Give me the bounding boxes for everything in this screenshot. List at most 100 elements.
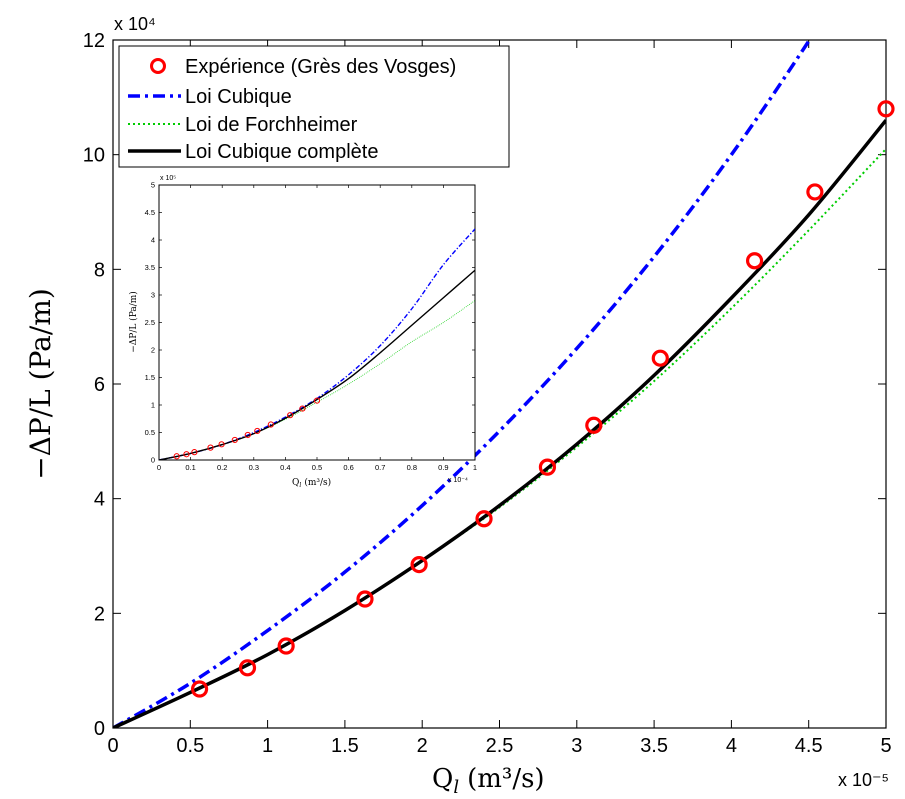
inset-y-tick: 4 (151, 236, 475, 245)
inset-y-tick-label: 3.5 (145, 263, 155, 272)
main-y-tick-label: 2 (94, 603, 105, 625)
legend-label-experience: Expérience (Grès des Vosges) (185, 56, 456, 78)
inset-x-tick: 0.5 (312, 185, 322, 472)
inset-data-point (287, 412, 294, 419)
inset-x-tick-label: 0.9 (438, 463, 448, 472)
inset-x-tick-label: 0.1 (185, 463, 195, 472)
inset-x-tick: 0.4 (280, 185, 291, 472)
main-y-tick-label: 12 (83, 30, 105, 52)
main-x-tick: 3.5 (640, 40, 668, 757)
inset-y-label: −ΔP/L (Pa/m) (128, 291, 139, 353)
main-x-label-sub: l (453, 777, 459, 798)
inset-y-tick-label: 3 (151, 291, 155, 300)
main-y-tick-label: 10 (83, 145, 105, 167)
inset-series-dotted-line (159, 300, 475, 460)
inset-y-tick: 3.5 (145, 263, 475, 272)
main-x-label: Ql (m³/s) (432, 764, 545, 798)
main-y-tick-label: 8 (94, 259, 105, 281)
main-data-point (877, 100, 895, 118)
inset-x-label-sub: l (299, 482, 301, 489)
inset-x-multiplier: x 10⁻⁴ (448, 477, 468, 484)
inset-x-tick-label: 0.5 (312, 463, 322, 472)
main-y-tick: 12 (83, 30, 886, 52)
inset-y-tick-label: 4 (151, 236, 155, 245)
main-y-tick-label: 0 (94, 718, 105, 740)
inset-data-point (207, 444, 214, 451)
main-x-tick-label: 3.5 (640, 735, 668, 757)
legend-label-forchheimer: Loi de Forchheimer (185, 114, 358, 136)
inset-y-tick: 0.5 (145, 428, 475, 437)
inset-x-label: Ql (m³/s) (292, 477, 331, 489)
inset-y-tick-label: 0.5 (145, 428, 155, 437)
inset-x-tick-label: 0.2 (217, 463, 227, 472)
inset-data-point (218, 441, 225, 448)
legend: Expérience (Grès des Vosges) Loi Cubique… (118, 45, 510, 168)
legend-label-complete: Loi Cubique complète (185, 141, 378, 163)
main-x-tick-label: 2.5 (486, 735, 514, 757)
main-y-tick: 6 (94, 374, 886, 396)
main-x-label-q: Q (432, 764, 453, 794)
inset-data-point (254, 427, 261, 435)
legend-item-complete: Loi Cubique complète (128, 141, 378, 163)
main-x-tick-label: 1 (262, 735, 273, 757)
inset-y-tick: 1 (151, 401, 475, 410)
main-data-point (356, 590, 374, 608)
inset-chart: 0 0.1 0.2 0.3 0.4 0.5 0.6 0.7 0.8 0.9 1 0 0.5 1 1.5 2 2.… (128, 175, 477, 489)
inset-x-tick-label: 0.3 (249, 463, 259, 472)
legend-box (118, 45, 510, 168)
inset-x-tick: 1 (473, 185, 477, 472)
inset-data-point (231, 436, 238, 444)
inset-x-tick: 0.2 (217, 185, 227, 472)
inset-x-tick: 0.3 (249, 185, 259, 472)
main-data-point (475, 510, 493, 528)
legend-item-experience: Expérience (Grès des Vosges) (150, 56, 456, 78)
main-x-tick-label: 4 (726, 735, 737, 757)
main-x-label-unit: (m³/s) (467, 764, 544, 794)
main-x-tick: 4 (726, 40, 737, 757)
inset-y-tick: 2 (151, 346, 475, 355)
main-y-tick: 4 (94, 489, 886, 511)
main-x-tick-label: 1.5 (331, 735, 359, 757)
inset-data-point (173, 453, 180, 460)
inset-x-tick-label: 0 (157, 463, 161, 472)
inset-y-tick-label: 1.5 (145, 373, 155, 382)
inset-x-tick: 0.6 (343, 185, 354, 472)
main-x-tick-label: 3 (571, 735, 582, 757)
inset-x-tick: 0.8 (407, 185, 417, 472)
inset-x-tick: 0.9 (438, 185, 449, 472)
main-data-point (651, 349, 669, 367)
main-y-label: −ΔP/L (Pa/m) (24, 288, 57, 480)
main-data-point (538, 458, 557, 476)
legend-item-forchheimer: Loi de Forchheimer (128, 114, 358, 136)
inset-y-tick: 4.5 (145, 208, 475, 217)
inset-data-point (244, 431, 251, 439)
inset-x-tick: 0.1 (185, 185, 196, 472)
main-data-point (585, 416, 603, 434)
inset-x-tick-label: 0.8 (407, 463, 417, 472)
inset-data-point (267, 421, 274, 428)
main-y-multiplier: x 10⁴ (114, 14, 156, 34)
main-y-tick-label: 6 (94, 374, 105, 396)
inset-data-point (191, 449, 198, 456)
inset-y-tick-label: 5 (151, 181, 155, 190)
inset-y-tick: 3 (151, 291, 475, 300)
main-data-point (190, 680, 209, 698)
inset-x-label-q: Q (292, 478, 299, 488)
main-x-tick: 4.5 (795, 40, 823, 757)
main-x-tick: 5 (880, 40, 892, 757)
inset-x-tick-label: 0.4 (280, 463, 290, 472)
main-x-tick-label: 2 (417, 735, 428, 757)
inset-series (159, 228, 475, 460)
main-data-point (745, 252, 764, 270)
inset-y-tick: 1.5 (145, 373, 475, 382)
main-series (113, 40, 895, 728)
main-y-tick-label: 4 (94, 489, 105, 511)
inset-x-label-unit: (m³/s) (304, 477, 331, 488)
main-data-point (238, 659, 257, 677)
inset-y-multiplier: x 10⁵ (160, 175, 176, 182)
main-data-point (806, 183, 824, 201)
inset-ticks: 0 0.1 0.2 0.3 0.4 0.5 0.6 0.7 0.8 0.9 1 0 0.5 1 1.5 2 2.… (145, 181, 478, 472)
inset-x-tick-label: 0.7 (375, 463, 385, 472)
inset-y-tick-label: 4.5 (145, 208, 155, 217)
